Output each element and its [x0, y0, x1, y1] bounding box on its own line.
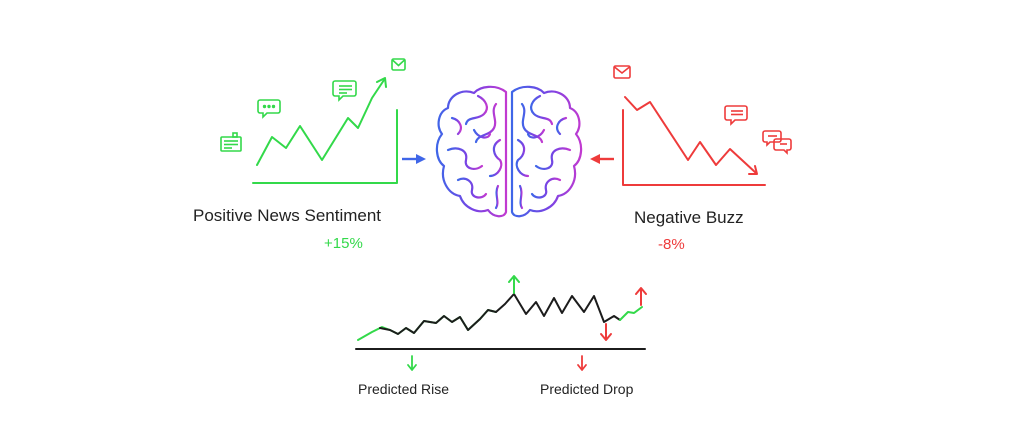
- chat-bubble-icon: [257, 99, 281, 119]
- positive-chart-axes: [252, 109, 398, 184]
- brain-right-hemisphere: [510, 85, 583, 218]
- negative-buzz-chart: [622, 96, 766, 186]
- negative-trend-line: [624, 96, 757, 174]
- predicted-rise-arrow-icon: [407, 355, 417, 371]
- positive-sentiment-chart: [252, 77, 398, 184]
- prediction-line-main: [379, 293, 621, 335]
- left-input-arrow: [402, 154, 426, 164]
- brain-icon: [435, 85, 583, 218]
- message-icon: [332, 80, 357, 102]
- positive-trend-arrowhead: [376, 77, 387, 88]
- prediction-line-tail: [619, 306, 643, 321]
- arrow-up-icon: [635, 287, 647, 306]
- newspaper-icon: [220, 132, 242, 152]
- negative-trend-arrowhead: [748, 165, 758, 175]
- negative-chart-axes: [622, 109, 766, 186]
- right-input-arrow: [590, 154, 614, 164]
- positive-trend-line: [256, 79, 385, 166]
- arrow-up-icon: [508, 275, 520, 294]
- message-icon: [724, 105, 748, 126]
- arrow-down-icon: [600, 323, 612, 341]
- predicted-drop-arrow-icon: [577, 355, 587, 371]
- predicted-rise-label: Predicted Rise: [358, 381, 450, 397]
- mail-icon: [391, 58, 406, 71]
- predicted-drop-label: Predicted Drop: [540, 381, 634, 397]
- negative-buzz-change: -8%: [658, 236, 685, 253]
- positive-sentiment-title: Positive News Sentiment: [193, 206, 382, 225]
- prediction-chart: [355, 293, 646, 350]
- mail-icon: [613, 65, 631, 79]
- positive-sentiment-change: +15%: [324, 235, 363, 252]
- negative-buzz-title: Negative Buzz: [634, 208, 744, 227]
- prediction-line-rise: [357, 309, 497, 341]
- chat-bubbles-icon: [762, 130, 792, 155]
- brain-left-hemisphere: [435, 85, 508, 218]
